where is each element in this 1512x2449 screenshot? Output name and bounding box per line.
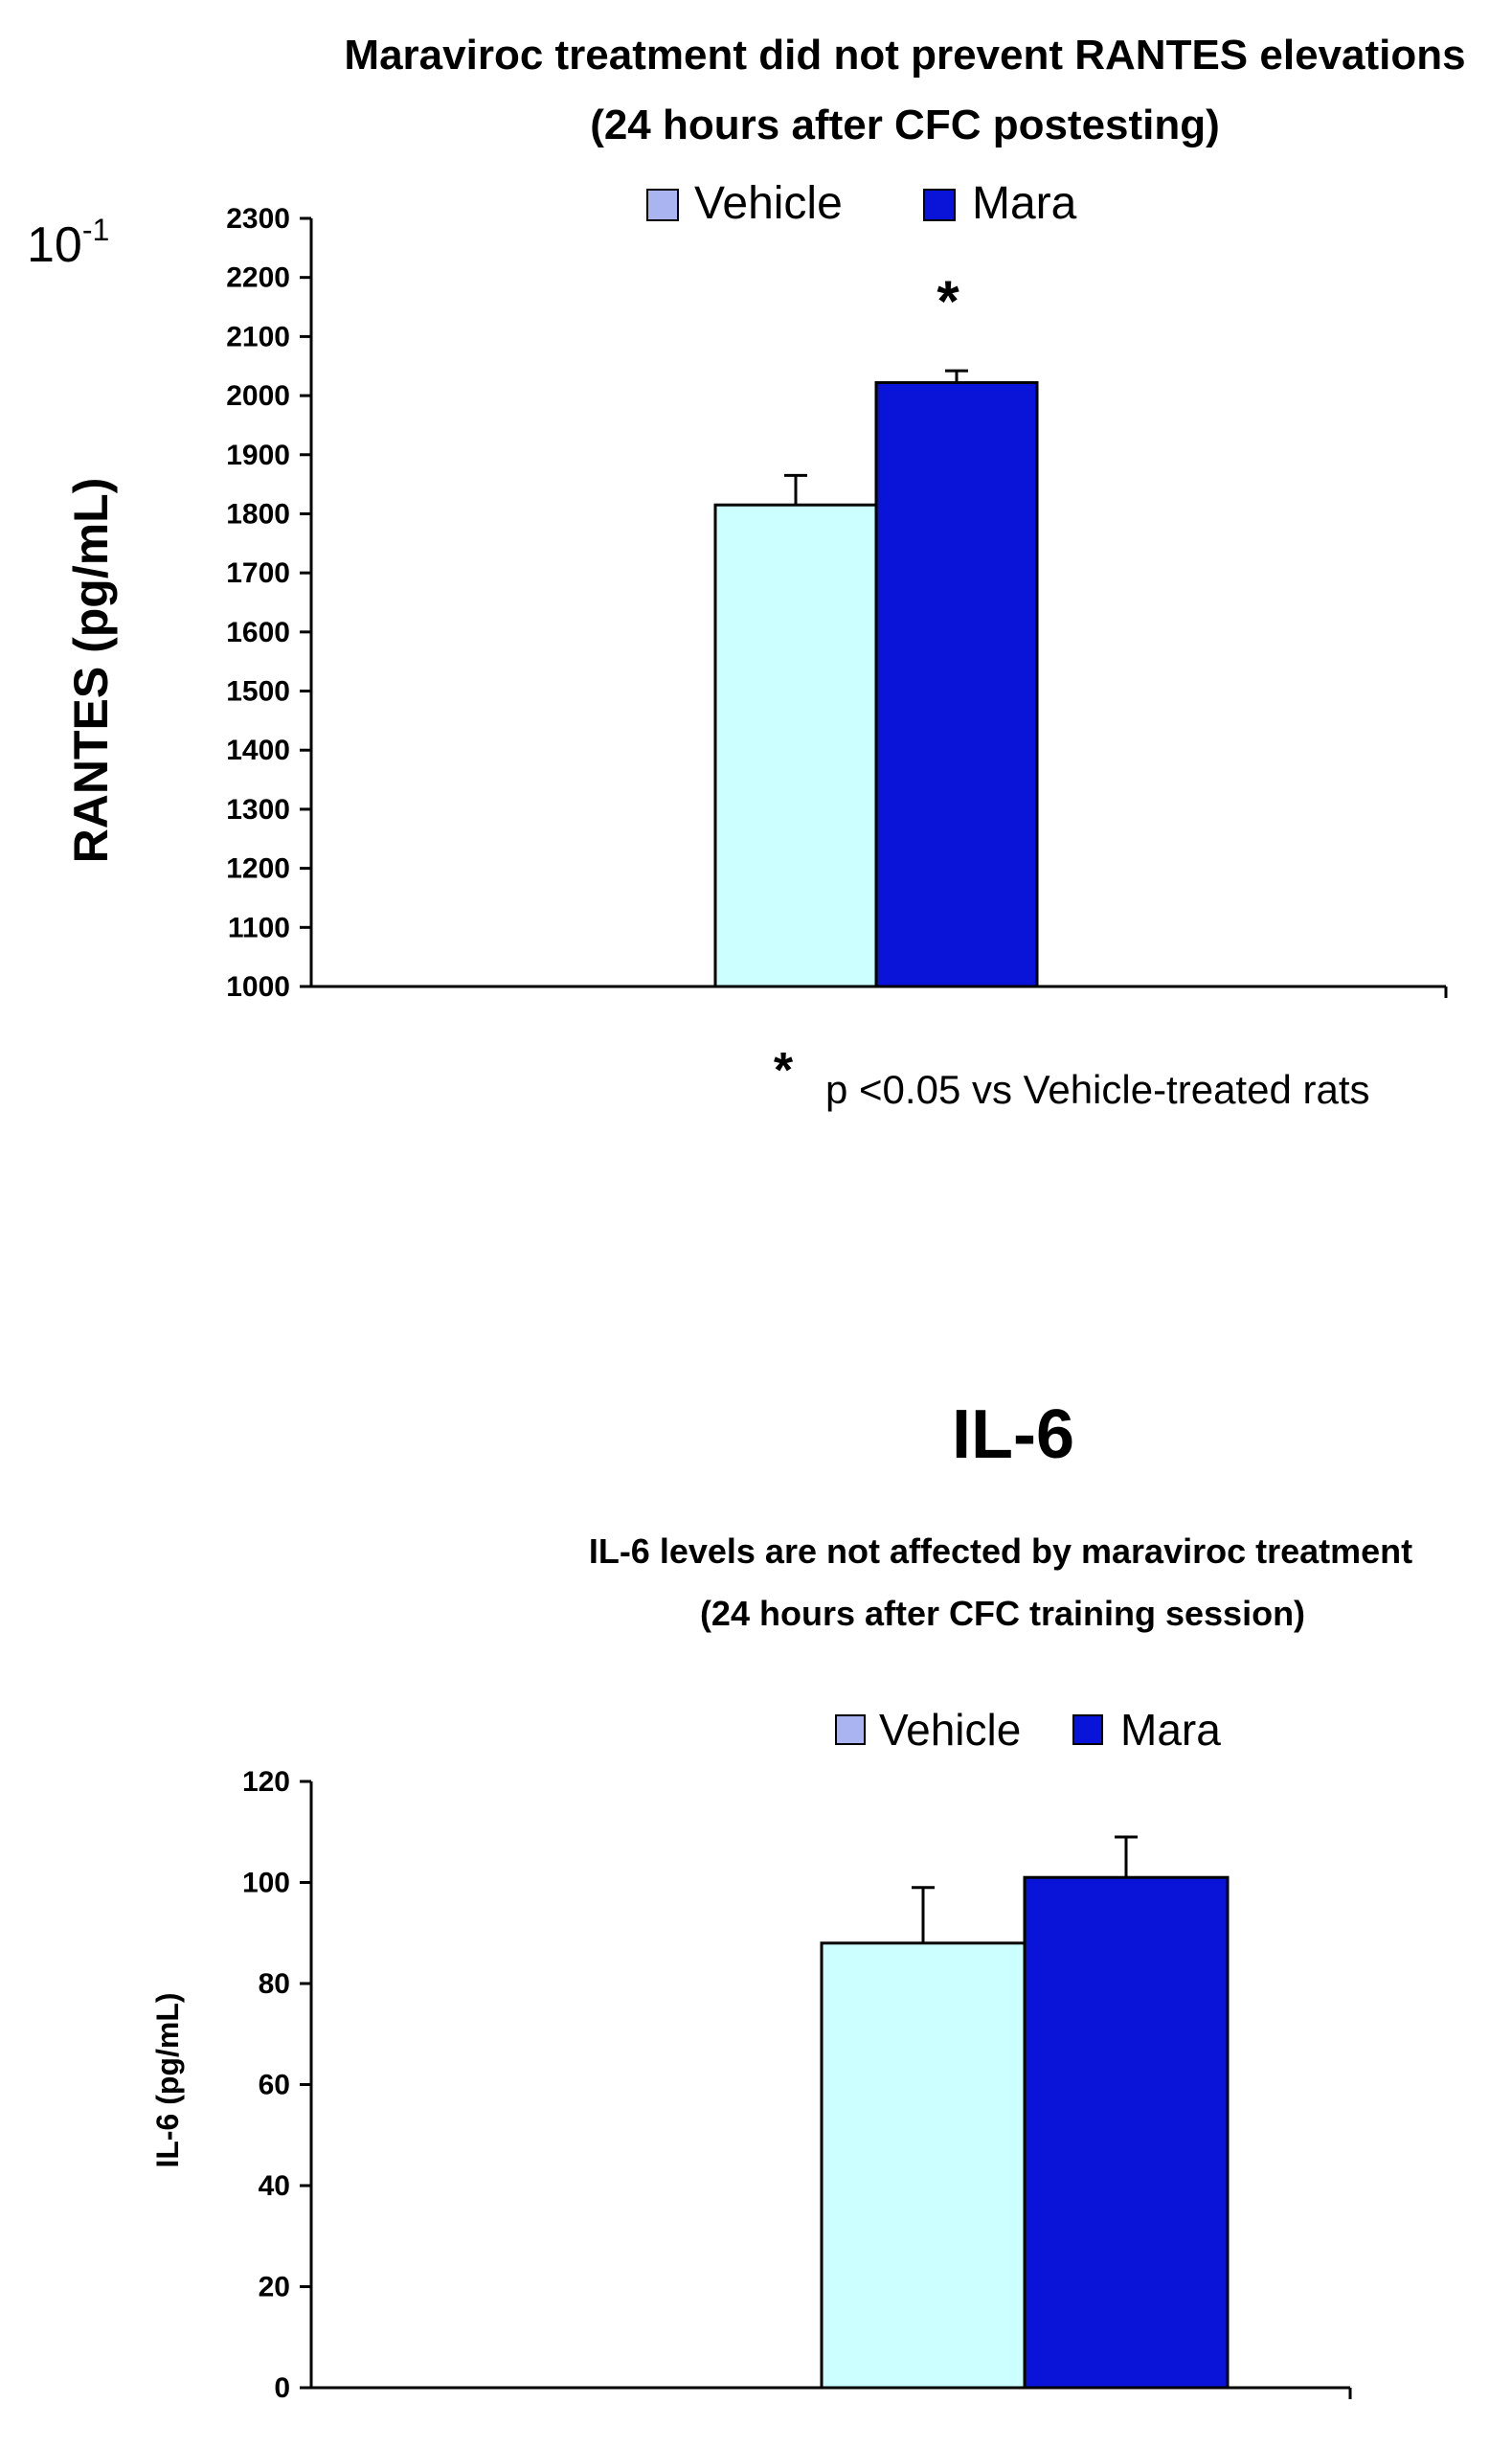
y-tick-label: 2100: [226, 321, 290, 352]
legend-swatch-vehicle: [835, 1714, 866, 1745]
y-tick-label: 2000: [226, 380, 290, 412]
rantes-title: Maraviroc treatment did not prevent RANT…: [344, 32, 1465, 79]
y-tick-label: 1400: [226, 735, 290, 766]
legend-label-vehicle: Vehicle: [694, 178, 843, 229]
rantes-bars: [713, 369, 1039, 988]
il6-heading: IL-6: [952, 1396, 1074, 1473]
il6-subtitle: (24 hours after CFC training session): [700, 1594, 1305, 1633]
legend-label-mara: Mara: [972, 178, 1077, 229]
y-tick-label: 1200: [226, 853, 290, 885]
y-tick-label: 60: [259, 2070, 290, 2101]
scale-exponent: -1: [82, 213, 109, 247]
y-tick-label: 2200: [226, 262, 290, 294]
legend-swatch-mara: [923, 189, 956, 221]
y-tick-label: 1300: [226, 794, 290, 826]
rantes-legend: Vehicle Mara: [646, 178, 1077, 229]
y-tick-label: 0: [274, 2372, 290, 2404]
il6-y-axis-label: IL-6 (pg/mL): [150, 1992, 185, 2167]
il6-title: IL-6 levels are not affected by maraviro…: [589, 1531, 1412, 1571]
y-tick-label: 1000: [226, 971, 290, 1003]
legend-swatch-vehicle: [646, 189, 679, 221]
y-tick-label: 1100: [228, 912, 290, 943]
significance-marker: *: [937, 269, 959, 333]
legend-swatch-mara: [1072, 1714, 1103, 1745]
bar-vehicle: [820, 1941, 1027, 2390]
legend-label-mara: Mara: [1120, 1705, 1221, 1755]
y-tick-label: 1800: [226, 498, 290, 530]
y-tick-label: 40: [259, 2170, 290, 2202]
y-tick-label: 120: [242, 1766, 290, 1798]
y-tick-label: 20: [259, 2272, 290, 2303]
footnote-marker: *: [774, 1043, 794, 1099]
il6-legend: Vehicle Mara: [835, 1705, 1221, 1755]
y-tick-label: 80: [259, 1968, 290, 2000]
il6-chart: IL-6 IL-6 levels are not affected by mar…: [150, 1396, 1412, 2404]
il6-bars: [820, 1835, 1230, 2390]
footnote-text: p <0.05 vs Vehicle-treated rats: [825, 1067, 1370, 1112]
rantes-y-ticks: 1000 1100 1200 1300 1400 1500 1600 1700 1800 1900…: [226, 203, 311, 1003]
rantes-y-axis-label: RANTES (pg/mL): [64, 478, 118, 864]
y-tick-label: 2300: [226, 203, 290, 235]
scale-note: 10-1: [27, 213, 109, 273]
y-tick-label: 1500: [226, 676, 290, 708]
y-tick-label: 1700: [226, 557, 290, 589]
y-tick-label: 1600: [226, 617, 290, 648]
y-tick-label: 100: [242, 1868, 290, 1899]
scale-base: 10: [27, 217, 82, 273]
y-tick-label: 1900: [226, 440, 290, 471]
il6-y-ticks: 0 20 40 60 80 100 120: [242, 1766, 311, 2404]
rantes-chart: Maraviroc treatment did not prevent RANT…: [27, 32, 1466, 1112]
bar-mara: [1023, 1875, 1230, 2390]
bar-vehicle: [713, 503, 878, 988]
legend-label-vehicle: Vehicle: [879, 1705, 1021, 1755]
rantes-subtitle: (24 hours after CFC postesting): [590, 102, 1220, 148]
bar-mara: [874, 381, 1039, 988]
